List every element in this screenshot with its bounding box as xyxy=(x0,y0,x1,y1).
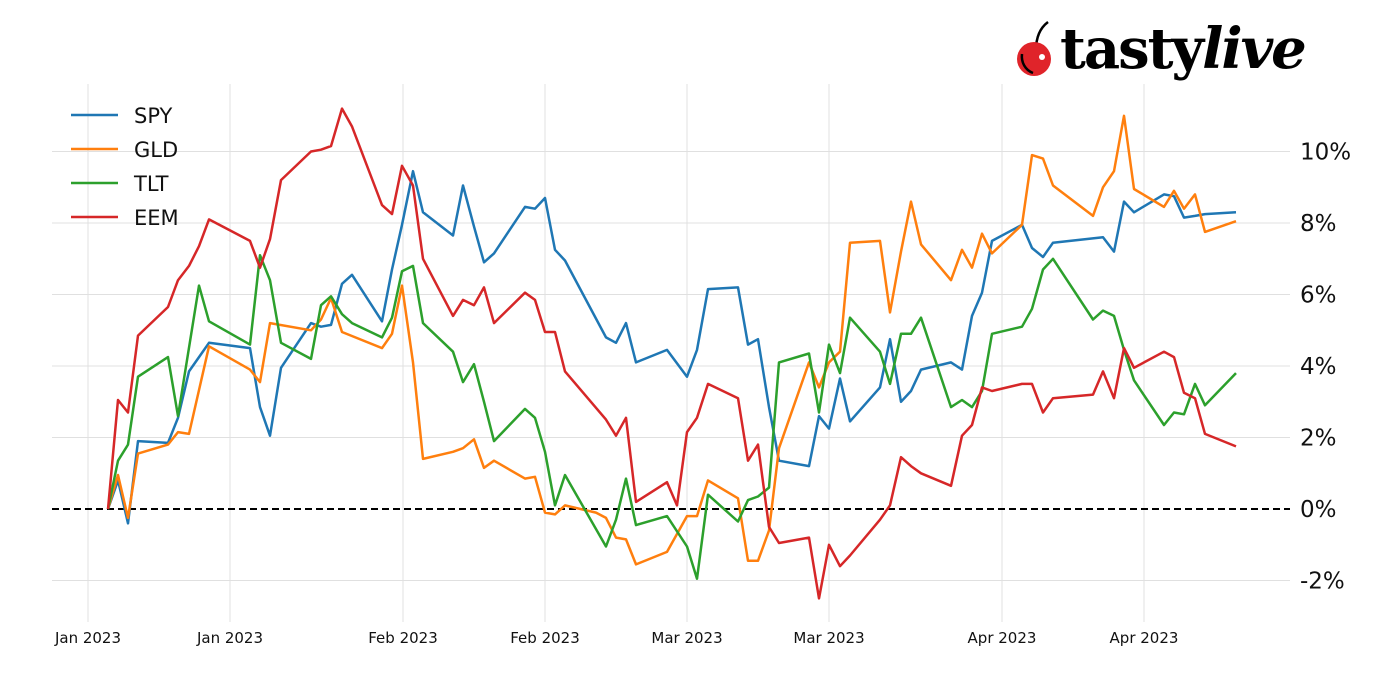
legend-label-eem: EEM xyxy=(134,206,179,230)
series-line-spy xyxy=(106,169,1237,525)
y-tick-label: 2% xyxy=(1300,426,1337,452)
legend: SPY GLD TLT EEM xyxy=(71,104,179,230)
series-line-gld xyxy=(106,114,1237,566)
x-tick-label: Mar 2023 xyxy=(793,629,864,647)
logo-text-italic: live xyxy=(1202,16,1307,82)
x-tick-label: Feb 2023 xyxy=(510,629,580,647)
x-tick-label: Mar 2023 xyxy=(651,629,722,647)
series-line-tlt xyxy=(106,253,1237,580)
logo-text-plain: tasty xyxy=(1060,16,1204,82)
legend-label-tlt: TLT xyxy=(133,172,169,196)
logo-wordmark: tastylive xyxy=(1060,21,1307,77)
x-tick-label: Jan 2023 xyxy=(196,629,263,647)
y-tick-label: 8% xyxy=(1300,211,1337,237)
tastylive-logo: tastylive xyxy=(1014,14,1307,84)
x-tick-label: Apr 2023 xyxy=(1110,629,1179,647)
legend-label-gld: GLD xyxy=(134,138,178,162)
horizontal-gridlines xyxy=(52,151,1290,581)
legend-label-spy: SPY xyxy=(134,104,173,128)
y-tick-label: -2% xyxy=(1300,569,1345,595)
x-axis-labels: Jan 2023 Jan 2023 Feb 2023 Feb 2023 Mar 2023… xyxy=(54,629,1178,647)
y-tick-label: 6% xyxy=(1300,283,1337,309)
y-tick-label: 10% xyxy=(1300,140,1351,166)
y-axis-labels: -2% 0% 2% 4% 6% 8% 10% xyxy=(1300,140,1351,595)
series-line-eem xyxy=(106,107,1237,600)
x-tick-label: Apr 2023 xyxy=(968,629,1037,647)
x-tick-label: Jan 2023 xyxy=(54,629,121,647)
x-tick-label: Feb 2023 xyxy=(368,629,438,647)
y-tick-label: 4% xyxy=(1300,354,1337,380)
series-lines xyxy=(106,107,1237,600)
cherry-icon xyxy=(1017,21,1051,76)
y-tick-label: 0% xyxy=(1300,497,1337,523)
vertical-gridlines xyxy=(87,84,1145,622)
